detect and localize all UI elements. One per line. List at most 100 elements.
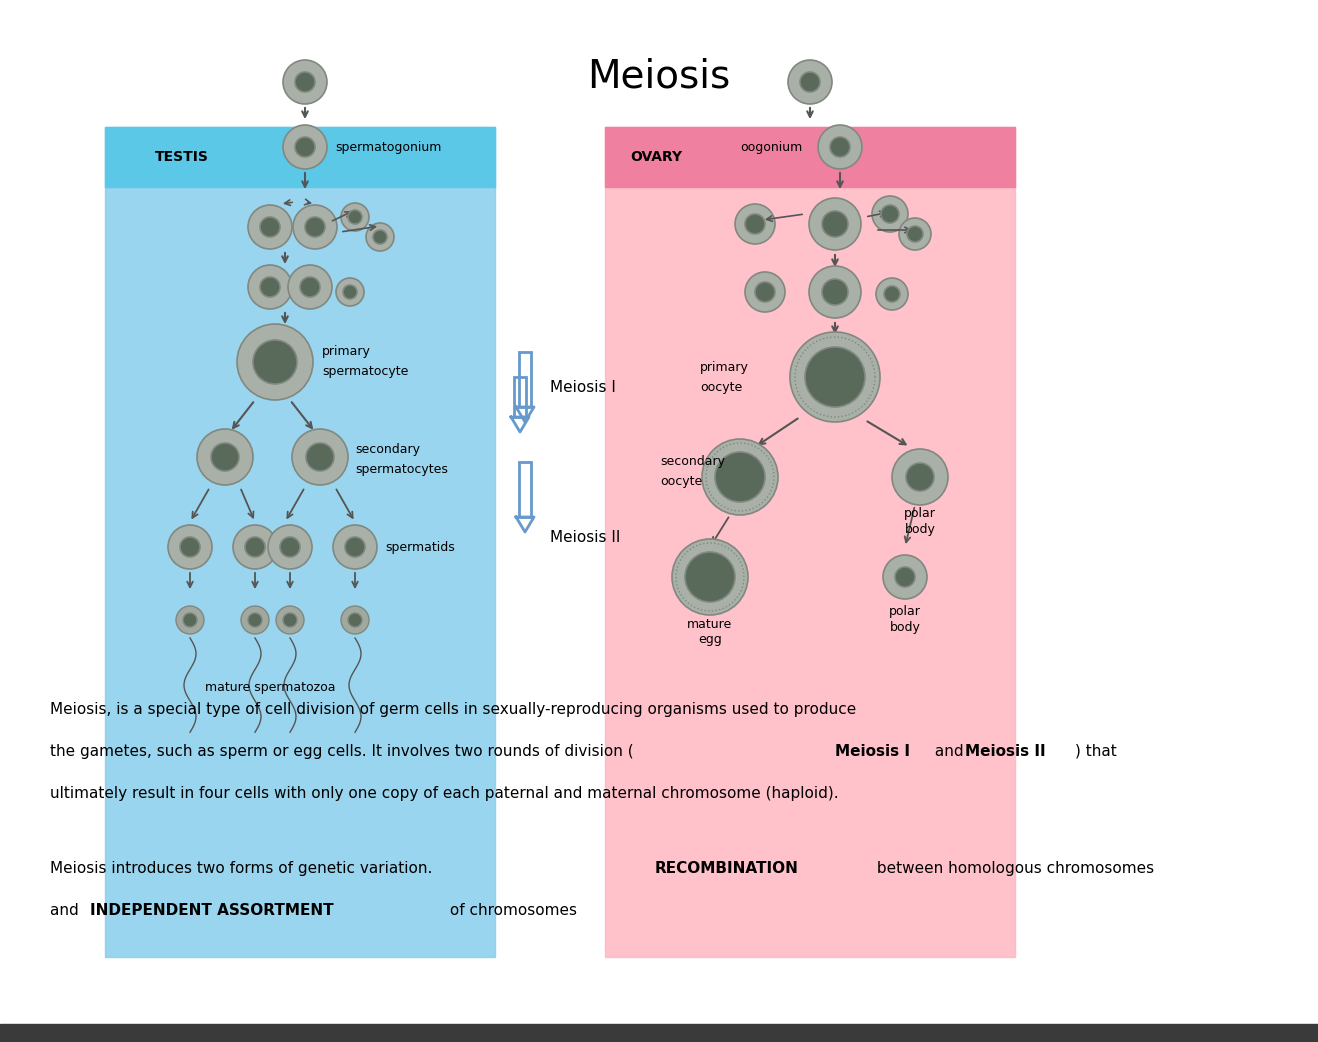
Text: spermatocytes: spermatocytes — [355, 464, 448, 476]
Circle shape — [907, 226, 923, 242]
Circle shape — [880, 205, 899, 223]
Text: primary: primary — [322, 346, 370, 358]
Circle shape — [899, 218, 931, 250]
Circle shape — [702, 439, 778, 515]
Circle shape — [177, 606, 204, 634]
Text: egg: egg — [699, 634, 722, 646]
Text: body: body — [890, 621, 920, 635]
Bar — [0, 1024, 1318, 1042]
Text: Meiosis II: Meiosis II — [965, 744, 1045, 759]
Circle shape — [268, 525, 312, 569]
Text: Meiosis II: Meiosis II — [550, 529, 621, 545]
Circle shape — [789, 332, 880, 422]
Circle shape — [345, 537, 365, 557]
Circle shape — [183, 613, 196, 627]
Circle shape — [745, 272, 786, 312]
Circle shape — [248, 613, 262, 627]
Text: the gametes, such as sperm or egg cells. It involves two rounds of division (: the gametes, such as sperm or egg cells.… — [50, 744, 634, 759]
Circle shape — [260, 277, 279, 297]
Text: TESTIS: TESTIS — [156, 150, 208, 164]
Text: and: and — [931, 744, 969, 759]
Bar — [519, 462, 531, 517]
Circle shape — [788, 60, 832, 104]
Circle shape — [809, 266, 861, 318]
Circle shape — [237, 324, 312, 400]
Circle shape — [167, 525, 212, 569]
Circle shape — [196, 429, 253, 485]
Text: polar: polar — [890, 605, 921, 619]
Circle shape — [248, 205, 293, 249]
Text: oocyte: oocyte — [700, 380, 742, 394]
Circle shape — [289, 265, 332, 309]
Circle shape — [876, 278, 908, 311]
Circle shape — [295, 72, 315, 92]
Text: RECOMBINATION: RECOMBINATION — [655, 861, 799, 876]
Circle shape — [181, 537, 200, 557]
Circle shape — [892, 449, 948, 505]
Text: mature spermatozoa: mature spermatozoa — [204, 680, 335, 694]
Circle shape — [341, 606, 369, 634]
Circle shape — [818, 125, 862, 169]
Circle shape — [283, 613, 297, 627]
Circle shape — [685, 552, 735, 602]
Text: Meiosis I: Meiosis I — [550, 379, 616, 395]
Circle shape — [830, 137, 850, 157]
Circle shape — [245, 537, 265, 557]
Circle shape — [822, 210, 847, 237]
Text: ultimately result in four cells with only one copy of each paternal and maternal: ultimately result in four cells with onl… — [50, 786, 838, 801]
Circle shape — [233, 525, 277, 569]
Circle shape — [800, 72, 820, 92]
Bar — [519, 352, 531, 407]
Circle shape — [293, 205, 337, 249]
Circle shape — [241, 606, 269, 634]
Text: secondary: secondary — [660, 455, 725, 469]
Circle shape — [905, 463, 934, 491]
Circle shape — [366, 223, 394, 251]
Text: Meiosis introduces two forms of genetic variation.: Meiosis introduces two forms of genetic … — [50, 861, 438, 876]
Text: spermatocyte: spermatocyte — [322, 366, 409, 378]
Circle shape — [301, 277, 320, 297]
Circle shape — [873, 196, 908, 232]
Text: OVARY: OVARY — [630, 150, 683, 164]
Circle shape — [248, 265, 293, 309]
Text: and: and — [50, 903, 83, 918]
Text: Meiosis I: Meiosis I — [836, 744, 909, 759]
Circle shape — [253, 340, 297, 384]
Circle shape — [755, 282, 775, 302]
Circle shape — [672, 539, 749, 615]
Circle shape — [211, 443, 239, 471]
Circle shape — [809, 198, 861, 250]
Circle shape — [348, 613, 362, 627]
Text: spermatids: spermatids — [385, 541, 455, 553]
Text: Meiosis, is a special type of cell division of germ cells in sexually-reproducin: Meiosis, is a special type of cell divis… — [50, 702, 857, 717]
Text: oogonium: oogonium — [739, 141, 803, 153]
Circle shape — [293, 429, 348, 485]
Text: spermatogonium: spermatogonium — [335, 141, 442, 153]
Circle shape — [279, 537, 301, 557]
Circle shape — [745, 214, 764, 234]
Text: ) that: ) that — [1075, 744, 1116, 759]
Circle shape — [714, 452, 764, 502]
Circle shape — [373, 230, 387, 244]
Circle shape — [283, 60, 327, 104]
Bar — [105, 127, 496, 187]
Circle shape — [304, 217, 326, 237]
Circle shape — [884, 286, 900, 302]
Text: polar: polar — [904, 507, 936, 521]
Text: of chromosomes: of chromosomes — [445, 903, 577, 918]
Circle shape — [883, 555, 927, 599]
Text: mature: mature — [688, 618, 733, 630]
Circle shape — [341, 203, 369, 231]
Bar — [514, 377, 526, 417]
Text: secondary: secondary — [355, 444, 420, 456]
Circle shape — [348, 210, 362, 224]
Circle shape — [822, 279, 847, 305]
Circle shape — [336, 278, 364, 306]
Bar — [605, 127, 1015, 187]
Circle shape — [283, 125, 327, 169]
Text: body: body — [904, 523, 936, 537]
Text: between homologous chromosomes: between homologous chromosomes — [873, 861, 1155, 876]
Bar — [105, 127, 496, 957]
Circle shape — [735, 204, 775, 244]
Bar — [605, 127, 1015, 957]
